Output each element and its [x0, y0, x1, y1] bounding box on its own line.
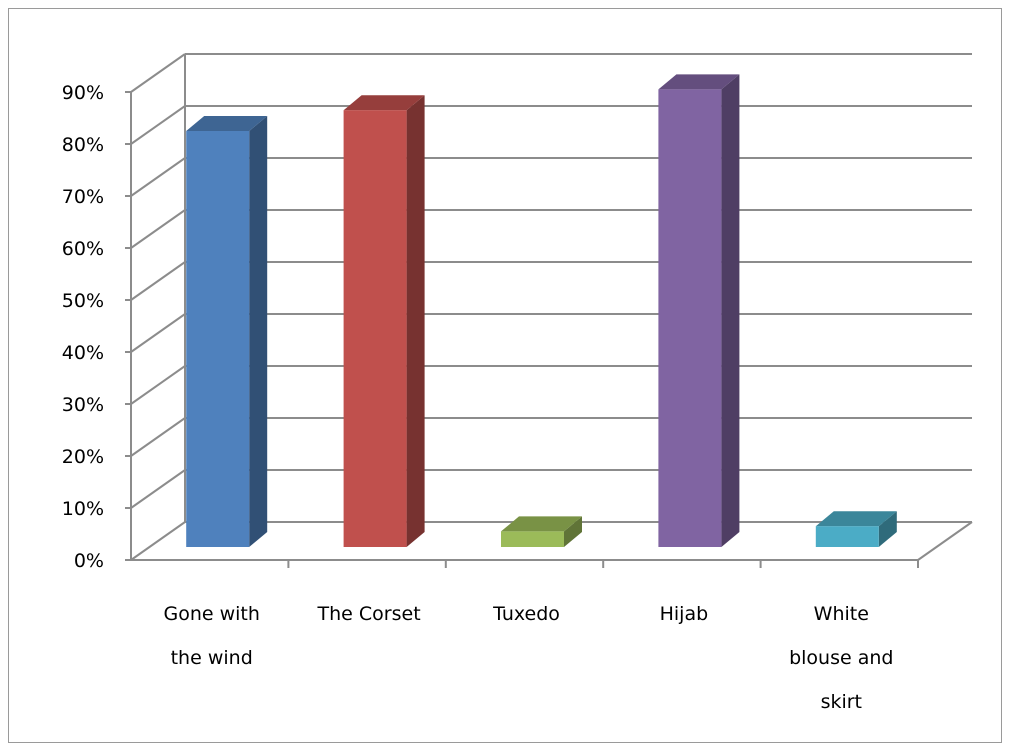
- y-axis-tick-labels: 0% 10% 20% 30% 40% 50% 60% 70% 80% 90%: [62, 82, 104, 572]
- y-tick-label: 90%: [62, 82, 104, 104]
- side-gridline: [130, 209, 186, 249]
- y-tick-label: 0%: [74, 550, 104, 572]
- bar-top: [815, 511, 897, 527]
- bar-top: [501, 516, 582, 532]
- bar-top: [658, 74, 740, 90]
- bar-front: [658, 89, 722, 548]
- bar-side: [721, 74, 740, 548]
- bar: [343, 95, 425, 547]
- side-gridline: [130, 417, 186, 457]
- y-tick-label: 30%: [62, 394, 104, 416]
- bar: [186, 116, 268, 547]
- y-tick-label: 80%: [62, 134, 104, 156]
- x-category-label: White blouse and skirt: [789, 603, 893, 713]
- bar: [815, 511, 897, 547]
- axes: [125, 91, 973, 568]
- bar-front: [815, 526, 879, 547]
- bar: [658, 74, 740, 548]
- x-category-label: Gone with the wind: [163, 603, 259, 669]
- y-tick-label: 50%: [62, 290, 104, 312]
- bar-side: [249, 116, 268, 547]
- x-axis-category-labels: Gone with the wind The Corset Tuxedo Hijab Wh…: [163, 603, 893, 713]
- side-gridline: [130, 313, 186, 353]
- y-tick-label: 70%: [62, 186, 104, 208]
- bars: [186, 74, 897, 548]
- side-gridline: [130, 521, 186, 561]
- y-tick-label: 10%: [62, 498, 104, 520]
- bar-top: [186, 116, 268, 131]
- y-tick-label: 20%: [62, 446, 104, 468]
- bar-top: [343, 95, 425, 111]
- x-category-label: The Corset: [317, 603, 421, 625]
- bar-front: [186, 131, 250, 547]
- floor-right-edge: [917, 521, 973, 561]
- side-gridline: [130, 365, 186, 405]
- side-gridline: [130, 469, 186, 509]
- bar-front: [501, 531, 564, 547]
- side-gridline: [130, 157, 186, 197]
- bar-side: [564, 516, 582, 547]
- side-gridline: [130, 261, 186, 301]
- chart-frame: [8, 8, 1002, 743]
- side-gridline: [130, 53, 186, 93]
- x-category-label: Hijab: [660, 603, 709, 625]
- bar-front: [343, 110, 407, 547]
- x-category-label: Tuxedo: [492, 603, 560, 625]
- bar-side: [878, 511, 897, 547]
- bar-side: [406, 95, 425, 547]
- y-tick-label: 60%: [62, 238, 104, 260]
- y-tick-label: 40%: [62, 342, 104, 364]
- side-gridline: [130, 105, 186, 145]
- gridlines: [130, 53, 972, 561]
- bar: [501, 516, 582, 547]
